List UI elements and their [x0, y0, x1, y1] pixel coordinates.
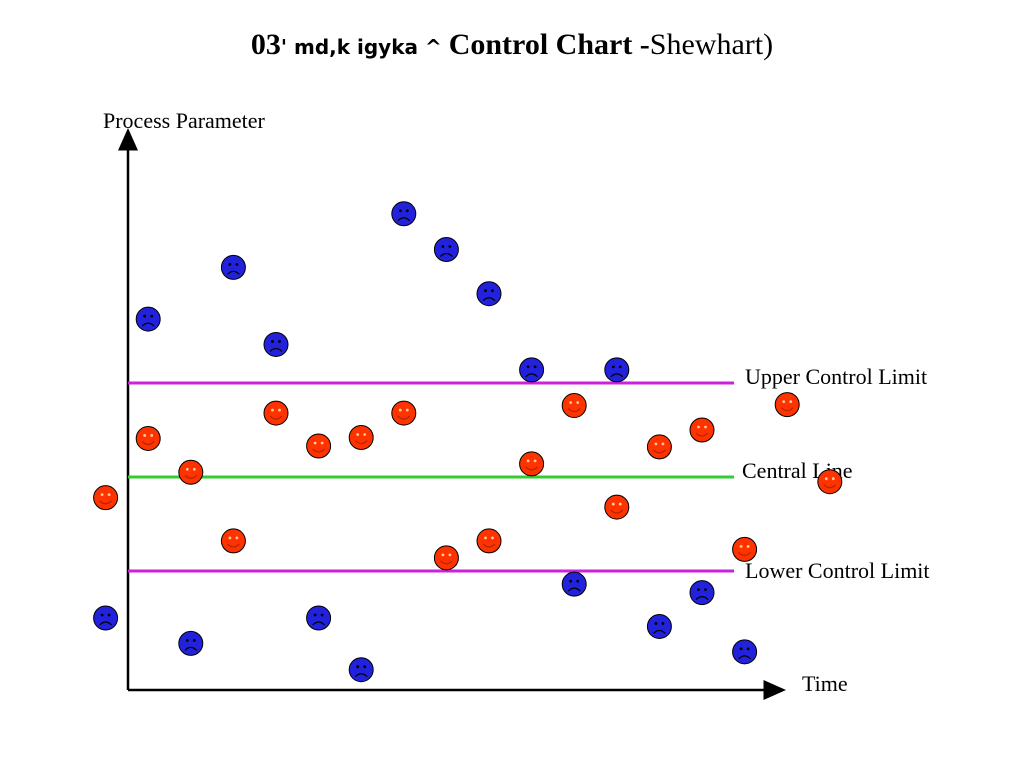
frowning-face-point — [391, 201, 417, 227]
smiley-face-point — [220, 528, 246, 554]
smiley-face-point — [561, 393, 587, 419]
title-main: Control Chart - — [448, 28, 650, 61]
smiley-face-point — [604, 494, 630, 520]
frowning-face-point — [263, 331, 289, 357]
frowning-face-point — [306, 605, 332, 631]
frowning-face-point — [220, 254, 246, 280]
frowning-face-point — [519, 357, 545, 383]
frowning-face-point — [178, 630, 204, 656]
smiley-face-point — [263, 400, 289, 426]
smiley-face-point — [178, 459, 204, 485]
title-tail: Shewhart) — [649, 28, 774, 61]
frowning-face-point — [93, 605, 119, 631]
smiley-face-point — [391, 400, 417, 426]
smiley-face-point — [476, 528, 502, 554]
title-garbled-text: ' md,k igyka ^ — [280, 35, 449, 59]
smiley-face-point — [135, 425, 161, 451]
smiley-face-point — [348, 425, 374, 451]
smiley-face-point — [433, 545, 459, 571]
frowning-face-point — [476, 281, 502, 307]
frowning-face-point — [561, 571, 587, 597]
lower-control-limit-label: Lower Control Limit — [745, 558, 930, 583]
smiley-face-point — [774, 392, 800, 418]
smiley-face-point — [732, 536, 758, 562]
smiley-face-point — [306, 433, 332, 459]
frowning-face-point — [732, 639, 758, 665]
upper-control-limit-label: Upper Control Limit — [745, 364, 928, 389]
x-axis-label: Time — [802, 671, 848, 696]
frowning-face-point — [433, 237, 459, 263]
smiley-face-point — [646, 434, 672, 460]
title-lead: 03 — [250, 28, 281, 61]
smiley-face-point — [93, 485, 119, 511]
smiley-face-point — [817, 469, 843, 495]
smiley-face-point — [689, 417, 715, 443]
frowning-face-point — [646, 613, 672, 639]
smiley-face-point — [519, 451, 545, 477]
frowning-face-point — [689, 580, 715, 606]
frowning-face-point — [604, 357, 630, 383]
frowning-face-point — [135, 306, 161, 332]
chart-title: 03' md,k igyka ^ Control Chart -Shewhart… — [0, 28, 1024, 62]
frowning-face-point — [348, 657, 374, 683]
